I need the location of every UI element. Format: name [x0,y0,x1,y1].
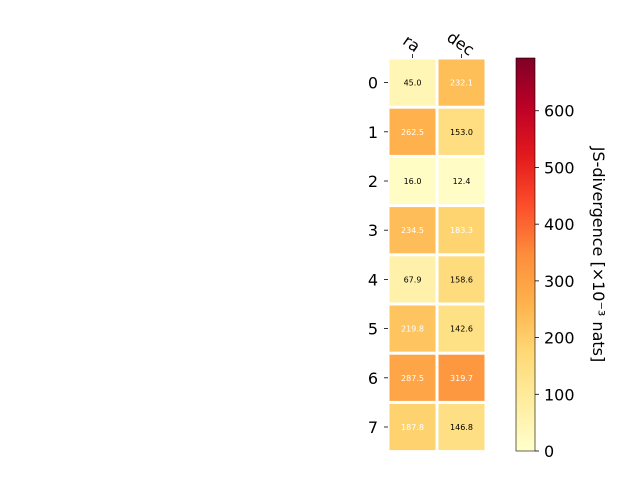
heatmap-cell [389,157,436,205]
heatmap-cell [389,59,436,106]
cell-value-label: 146.8 [450,423,473,432]
cell-value-label: 67.9 [404,275,422,284]
heatmap-cell [438,108,485,155]
heatmap-cell [438,256,485,303]
colorbar-tick-label: 400 [544,215,575,234]
heatmap-cell [438,157,485,205]
cell-value-label: 183.3 [450,226,473,235]
heatmap-cell [389,108,436,155]
heatmap-cell [389,354,436,401]
cell-value-label: 232.1 [450,79,473,88]
cell-value-label: 153.0 [450,128,473,137]
row-tick-label: 4 [368,270,378,289]
heatmap-cell [438,354,485,401]
heatmap-cell [438,305,485,352]
cell-value-label: 187.8 [401,423,424,432]
colorbar-tick-label: 500 [544,158,575,177]
cell-value-label: 219.8 [401,325,424,334]
cell-value-label: 158.6 [450,275,473,284]
cell-value-label: 287.5 [401,374,424,383]
heatmap-cell [389,403,436,451]
cell-value-label: 16.0 [404,177,422,186]
row-tick-label: 1 [368,123,378,142]
heatmap-cell [438,207,485,254]
cell-value-label: 12.4 [453,177,471,186]
heatmap-cell [389,305,436,352]
row-tick-label: 7 [368,418,378,437]
heatmap-plot-area: 45.0 232.1 262.5 153.0 16.0 12.4 234.5 183.3 67.… [368,27,485,451]
cell-value-label: 262.5 [401,128,424,137]
heatmap-cell [389,256,436,303]
row-tick-label: 2 [368,172,378,191]
colorbar-label: JS-divergence [×10⁻³ nats] [589,146,608,362]
colorbar-tick-label: 0 [544,442,554,461]
colorbar-tick-label: 200 [544,329,575,348]
row-tick-label: 6 [368,369,378,388]
cell-value-label: 234.5 [401,226,424,235]
colorbar: 0 100 200 300 400 500 600 JS-divergence [×10⁻³ … [515,57,608,461]
cell-value-label: 142.6 [450,325,473,334]
heatmap-cell [389,207,436,254]
cell-value-label: 45.0 [404,79,422,88]
row-tick-label: 3 [368,221,378,240]
colorbar-tick-label: 300 [544,272,575,291]
cell-value-label: 319.7 [450,374,473,383]
row-tick-label: 0 [368,74,378,93]
colorbar-tick-label: 100 [544,385,575,404]
column-tick-label: dec [443,27,477,59]
colorbar-tick-label: 600 [544,102,575,121]
colorbar-gradient [515,57,536,452]
column-tick-label: ra [399,31,423,56]
row-tick-label: 5 [368,320,378,339]
heatmap-cell [438,403,485,451]
heatmap-cell [438,59,485,106]
